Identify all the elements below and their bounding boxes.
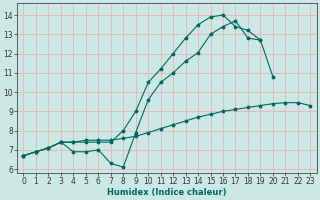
X-axis label: Humidex (Indice chaleur): Humidex (Indice chaleur) [107, 188, 227, 197]
